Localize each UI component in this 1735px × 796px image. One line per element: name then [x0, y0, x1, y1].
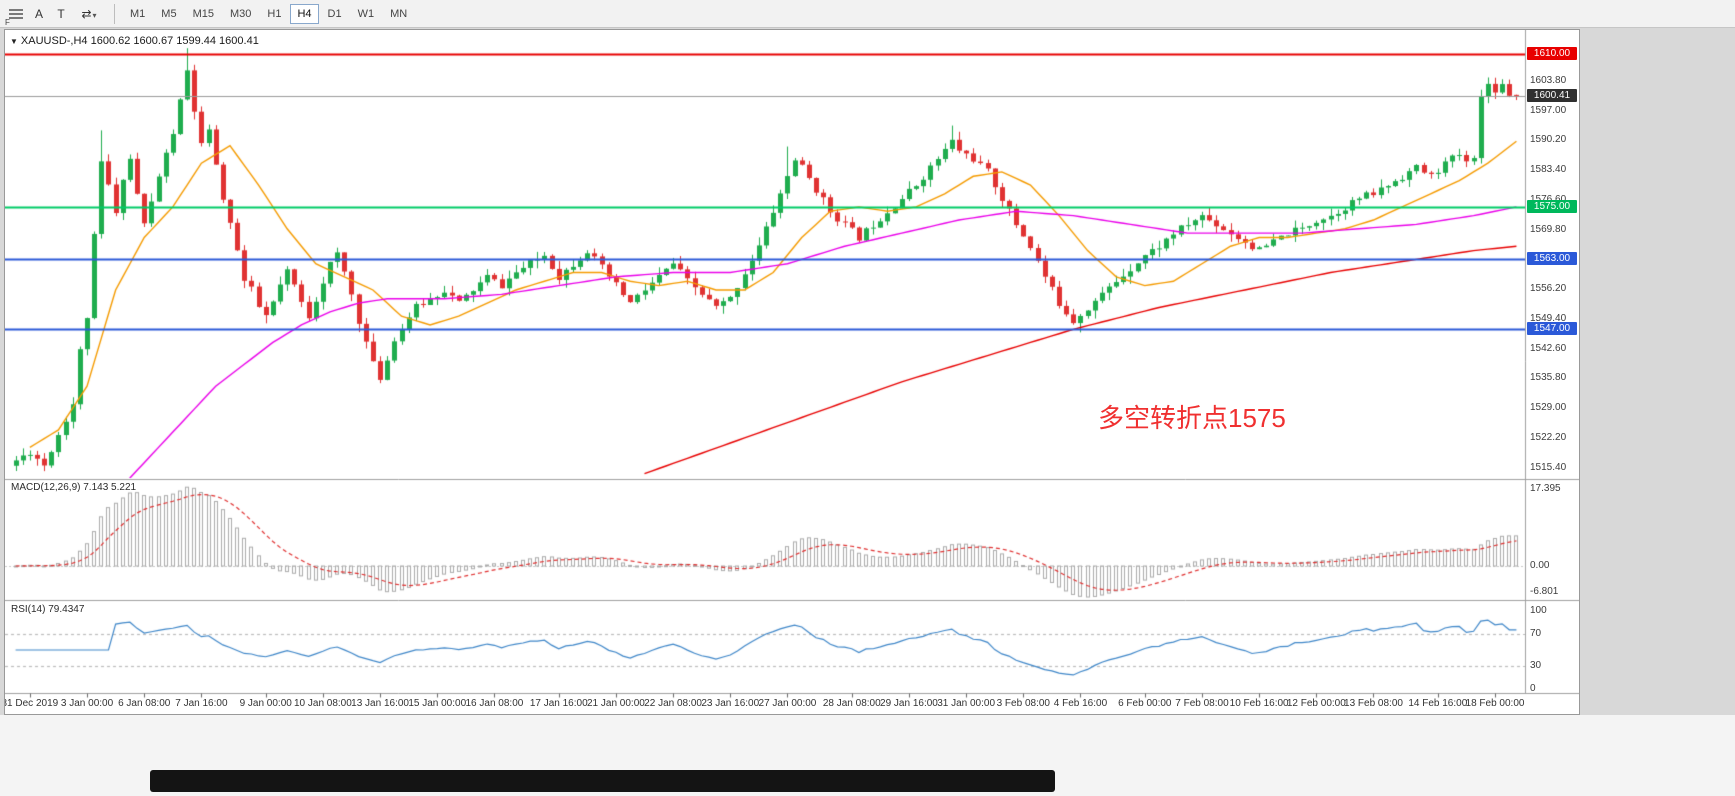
chart-canvas[interactable]	[5, 30, 1579, 714]
toolbar: F A T ⇄▾ M1 M5 M15 M30 H1 H4 D1 W1 MN	[0, 0, 1735, 28]
timeframe-button-h1[interactable]: H1	[260, 4, 288, 24]
timeframe-button-m15[interactable]: M15	[186, 4, 221, 24]
caret-down-icon: ▾	[92, 10, 97, 20]
timeframe-button-d1[interactable]: D1	[321, 4, 349, 24]
timeframe-button-w1[interactable]: W1	[351, 4, 382, 24]
toolbar-f-label: F	[5, 17, 10, 27]
toolbar-separator	[114, 3, 115, 24]
cycle-symbols-button[interactable]: ⇄▾	[72, 3, 106, 25]
arrow-tool-a-button[interactable]: A	[28, 3, 50, 25]
timeframe-button-h4[interactable]: H4	[290, 3, 319, 24]
timeframe-button-group: M1 M5 M15 M30 H1 H4 D1 W1 MN	[123, 3, 416, 24]
rsi-indicator-label: RSI(14) 79.4347	[11, 604, 85, 615]
symbol-ohlc-text: XAUUSD-,H4 1600.62 1600.67 1599.44 1600.…	[20, 35, 259, 47]
macd-indicator-label: MACD(12,26,9) 7.143 5.221	[11, 482, 137, 493]
taskbar-fragment	[150, 770, 1055, 792]
text-tool-t-button[interactable]: T	[50, 3, 72, 25]
charts-toolbar-button[interactable]: F	[4, 1, 28, 27]
footer-area	[0, 715, 1735, 796]
bars-icon	[9, 7, 23, 21]
timeframe-button-m1[interactable]: M1	[123, 4, 152, 24]
swap-arrows-icon: ⇄	[81, 6, 92, 21]
chart-window: ▼ XAUUSD-,H4 1600.62 1600.67 1599.44 1600…	[4, 29, 1580, 715]
timeframe-button-m30[interactable]: M30	[223, 4, 258, 24]
chart-annotation-text[interactable]: 多空转折点1575	[1098, 403, 1286, 433]
chart-symbol-label: ▼ XAUUSD-,H4 1600.62 1600.67 1599.44 1600…	[10, 35, 259, 47]
timeframe-button-mn[interactable]: MN	[383, 4, 414, 24]
timeframe-button-m5[interactable]: M5	[154, 4, 183, 24]
collapse-triangle-icon: ▼	[10, 37, 18, 46]
